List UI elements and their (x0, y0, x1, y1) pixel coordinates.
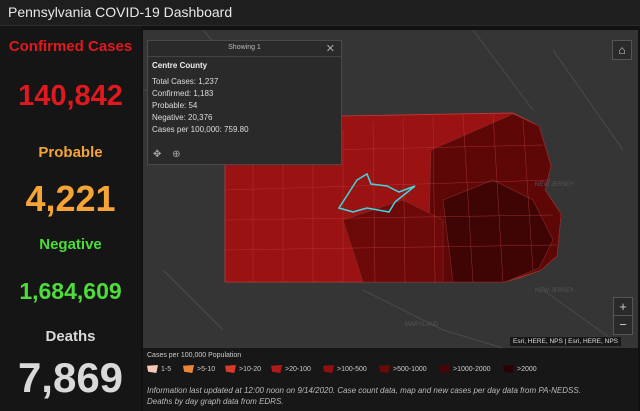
legend-swatch (183, 365, 194, 373)
legend-item: >10-20 (225, 365, 261, 375)
home-icon[interactable]: ⌂ (612, 40, 632, 60)
probable-label: Probable (38, 144, 103, 161)
legend-swatch (225, 365, 236, 373)
deaths-value: 7,869 (17, 354, 124, 401)
centre-county-highlight[interactable] (337, 172, 416, 213)
legend-item: >100-500 (323, 365, 367, 375)
zoom-to-icon[interactable]: ⊕ (172, 149, 181, 160)
header-bar: Pennsylvania COVID-19 Dashboard (0, 0, 640, 26)
popup-confirmed: Confirmed: 1,183 (152, 89, 214, 98)
zoom-out-icon[interactable]: − (619, 317, 627, 332)
zoom-in-icon[interactable]: + (614, 298, 632, 316)
zoom-controls: + − (613, 297, 633, 335)
legend-swatch (503, 365, 514, 373)
county-borders (224, 113, 558, 283)
close-icon[interactable]: ✕ (325, 43, 335, 55)
legend-label: >500-1000 (393, 365, 427, 373)
deaths-label: Deaths (45, 328, 96, 345)
legend-swatch (323, 365, 334, 373)
popup-total-cases: Total Cases: 1,237 (152, 77, 219, 86)
popup-county-name: Centre County (152, 61, 208, 70)
map-view[interactable]: NEW JERSEY NEW JERSEY MARYLAND (143, 30, 638, 348)
page-title: Pennsylvania COVID-19 Dashboard (8, 4, 233, 20)
legend-label: >5-10 (197, 365, 216, 373)
label-new-jersey-1: NEW JERSEY (535, 182, 574, 188)
legend-label: >1000-2000 (453, 365, 491, 373)
stats-panel: Confirmed Cases 140,842 Probable 4,221 N… (0, 26, 141, 411)
popup-negative: Negative: 20,376 (152, 113, 213, 122)
map-attribution: Esri, HERE, NPS | Esri, HERE, NPS (510, 337, 621, 346)
legend-label: >20-100 (285, 365, 311, 373)
southcentral-counties (342, 199, 444, 283)
legend-item: >20-100 (271, 365, 311, 375)
legend-label: 1-5 (161, 365, 172, 373)
legend-label: >2000 (517, 365, 537, 373)
label-new-jersey-2: NEW JERSEY (535, 288, 574, 294)
negative-label: Negative (39, 236, 102, 253)
update-info-line-1: Information last updated at 12:00 noon o… (147, 386, 581, 395)
update-info-line-2: Deaths by day graph data from EDRS. (147, 397, 284, 406)
update-info: Information last updated at 12:00 noon o… (147, 385, 637, 407)
popup-tools: ✥ ⊕ (153, 149, 189, 160)
legend-item: 1-5 (147, 365, 171, 375)
popup-header: Showing 1 ✕ (148, 41, 341, 57)
label-maryland: MARYLAND (405, 322, 439, 328)
popup-showing-count: Showing 1 (228, 44, 261, 51)
negative-value: 1,684,609 (19, 278, 122, 304)
legend-swatch (147, 365, 158, 373)
legend-item: >2000 (503, 365, 537, 375)
legend-label: >100-500 (337, 365, 367, 373)
legend-swatch (379, 365, 390, 373)
legend-swatch (439, 365, 450, 373)
legend-item: >1000-2000 (439, 365, 491, 375)
popup-probable: Probable: 54 (152, 101, 198, 110)
legend-panel: Cases per 100,000 Population 1-5 >5-10 >… (143, 348, 638, 411)
probable-value: 4,221 (25, 178, 116, 219)
legend-swatch (271, 365, 282, 373)
legend-title: Cases per 100,000 Population (147, 352, 242, 359)
legend-item: >500-1000 (379, 365, 427, 375)
pan-icon[interactable]: ✥ (153, 149, 162, 160)
legend-item: >5-10 (183, 365, 215, 375)
county-popup: Showing 1 ✕ Centre County Total Cases: 1… (147, 40, 342, 165)
confirmed-value: 140,842 (18, 80, 123, 112)
confirmed-label: Confirmed Cases (8, 38, 133, 55)
southeast-counties (442, 179, 554, 283)
legend-label: >10-20 (239, 365, 261, 373)
popup-cases-per-100k: Cases per 100,000: 759.80 (152, 125, 249, 134)
